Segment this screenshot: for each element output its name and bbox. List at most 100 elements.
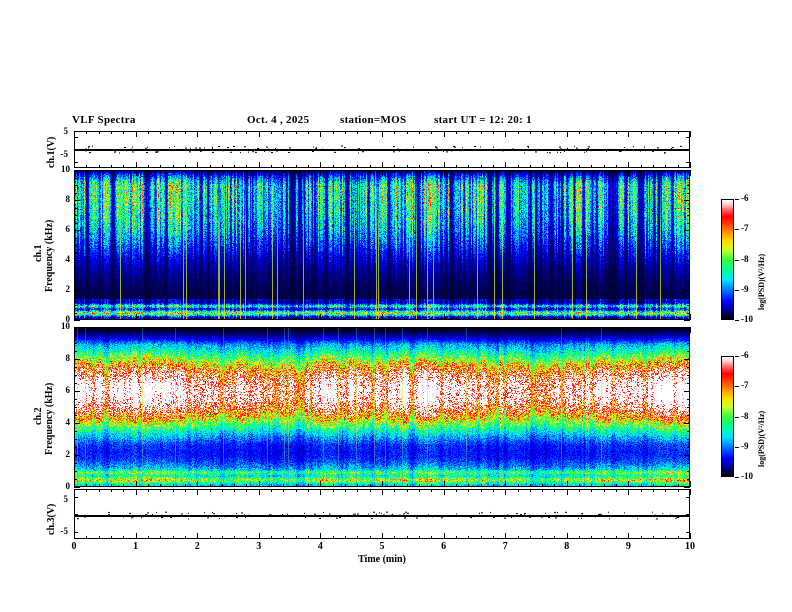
xtick-bot-0-5 xyxy=(135,162,137,168)
xtick-top-2-14 xyxy=(246,327,248,330)
ch1-ytick-l-10 xyxy=(74,245,77,246)
xtick-bot-2-40 xyxy=(566,481,568,487)
xtick-bot-3-50 xyxy=(690,533,691,539)
panel-ch2-spec-ylabel-line1: ch.2 xyxy=(33,407,44,426)
xtick-top-1-11 xyxy=(209,170,211,173)
xtick-top-1-48 xyxy=(665,170,667,173)
ch1-ytick-l-19 xyxy=(74,177,77,179)
xtick-top-0-39 xyxy=(554,131,556,134)
ch1-ytick-r-11 xyxy=(687,237,690,239)
xtick-bot-1-15 xyxy=(258,314,260,320)
xtick-bot-1-16 xyxy=(271,317,273,320)
xtick-bot-1-32 xyxy=(468,317,470,320)
xtick-top-1-26 xyxy=(394,170,396,173)
xtick-bot-3-2 xyxy=(98,536,100,539)
xtick-bot-0-50 xyxy=(690,162,691,168)
ch1-ytick-l-1 xyxy=(74,312,77,314)
xtick-top-1-40 xyxy=(566,170,568,176)
ch1-ytick-r-15 xyxy=(687,207,690,209)
ch2-ytick-l-7 xyxy=(74,431,77,432)
xtick-bot-0-15 xyxy=(258,162,260,168)
xtick-top-1-33 xyxy=(480,170,482,173)
xtick-top-1-2 xyxy=(98,170,100,173)
xtick-top-3-8 xyxy=(172,489,174,492)
xtick-top-3-16 xyxy=(271,489,273,492)
panel-ch1-spec-ylabel-line1: ch.1 xyxy=(33,244,44,263)
ch1_volt-ytick-r-1 xyxy=(686,149,690,151)
xtick-top-2-50 xyxy=(690,327,691,333)
xtick-bot-2-14 xyxy=(246,484,248,487)
xtick-bot-1-29 xyxy=(431,317,433,320)
xtick-top-1-6 xyxy=(147,170,149,173)
ch2-ytick-r-19 xyxy=(687,335,690,336)
xtick-top-3-13 xyxy=(234,489,236,492)
colorbar-bottom-tick--10 xyxy=(735,477,739,478)
ch1-ytick-l-7 xyxy=(74,267,77,269)
ch1-ytick-l-0 xyxy=(74,320,80,321)
xtick-top-2-35 xyxy=(505,327,507,333)
xtick-bot-1-17 xyxy=(283,317,285,320)
xtick-top-3-44 xyxy=(616,489,618,492)
xtick-bot-1-47 xyxy=(653,317,655,320)
xtick-bot-1-44 xyxy=(616,317,618,320)
ch2-ytick-r-14 xyxy=(687,375,690,376)
xtick-bot-2-42 xyxy=(591,484,593,487)
ch1-ytick-l-6 xyxy=(74,275,77,276)
xtick-top-2-37 xyxy=(529,327,531,330)
ch1-ytick-label-4: 4 xyxy=(65,254,71,264)
ch1-ytick-r-1 xyxy=(687,312,690,314)
xtick-top-1-42 xyxy=(591,170,593,173)
xtick-bot-3-30 xyxy=(443,533,445,539)
ch2-ytick-label-6: 6 xyxy=(65,385,71,395)
ch2-ytick-r-11 xyxy=(687,399,690,400)
ch1-ytick-l-18 xyxy=(74,185,77,186)
xtick-top-3-25 xyxy=(382,489,383,495)
ch1-ytick-minus5: -5 xyxy=(60,149,69,159)
ch2-ytick-r-2 xyxy=(687,471,690,472)
xtick-top-3-1 xyxy=(86,489,88,492)
xtick-top-1-30 xyxy=(443,170,445,176)
xtick-bot-0-21 xyxy=(332,165,334,168)
xtick-top-1-13 xyxy=(234,170,236,173)
xtick-top-0-2 xyxy=(98,131,100,134)
xtick-top-1-44 xyxy=(616,170,618,173)
xtick-bot-0-43 xyxy=(603,165,605,168)
xtick-top-3-35 xyxy=(505,489,507,495)
xtick-top-3-26 xyxy=(394,489,396,492)
xtick-top-0-13 xyxy=(234,131,236,134)
xtick-bot-1-38 xyxy=(542,317,544,320)
ch2-ytick-r-18 xyxy=(687,343,690,344)
ch1-spectrogram-canvas xyxy=(75,171,689,319)
xtick-bot-2-3 xyxy=(110,484,112,487)
xtick-top-0-10 xyxy=(197,131,199,137)
xtick-bot-0-32 xyxy=(468,165,470,168)
xtick-top-3-24 xyxy=(369,489,371,492)
xtick-top-1-39 xyxy=(554,170,556,173)
xtick-bot-3-6 xyxy=(147,536,149,539)
xtick-bot-1-18 xyxy=(295,317,297,320)
xtick-top-2-23 xyxy=(357,327,359,330)
ch2-ytick-r-3 xyxy=(687,463,690,464)
xtick-bot-2-46 xyxy=(640,484,642,487)
ch1-ytick-r-9 xyxy=(687,252,690,254)
ch2-ytick-r-0 xyxy=(684,487,690,488)
xtick-top-2-19 xyxy=(308,327,310,330)
xtick-top-2-7 xyxy=(160,327,162,330)
xtick-top-2-10 xyxy=(197,327,199,333)
ch1-ytick-l-3 xyxy=(74,297,77,299)
xtick-top-0-50 xyxy=(690,131,691,137)
xtick-top-0-23 xyxy=(357,131,359,134)
ch2-ytick-r-1 xyxy=(687,479,690,480)
ch1-ytick-r-20 xyxy=(684,170,690,171)
xtick-top-3-50 xyxy=(690,489,691,495)
xtick-label-0: 0 xyxy=(71,541,77,552)
xtick-top-3-10 xyxy=(197,489,199,495)
xtick-bot-1-13 xyxy=(234,317,236,320)
colorbar-top-tick-label--10: -10 xyxy=(741,314,753,324)
xtick-bot-1-19 xyxy=(308,317,310,320)
xtick-top-2-15 xyxy=(258,327,260,333)
xtick-top-1-24 xyxy=(369,170,371,173)
xtick-bot-3-36 xyxy=(517,536,519,539)
xtick-bot-1-42 xyxy=(591,317,593,320)
xtick-bot-2-9 xyxy=(184,484,186,487)
